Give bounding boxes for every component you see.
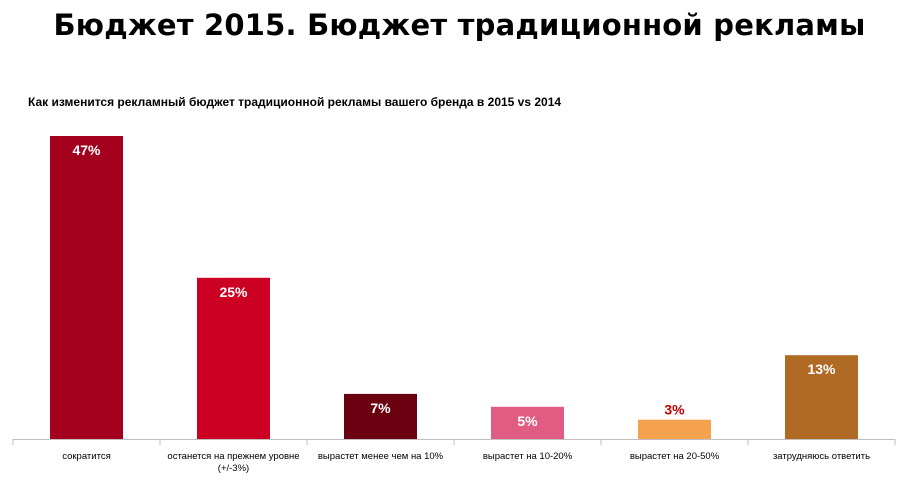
bar-4	[491, 406, 564, 439]
bar-6	[785, 355, 858, 439]
bar-value-label-1: 47%	[72, 142, 101, 158]
bar-5	[638, 419, 711, 439]
category-label-6: затрудняюсь ответить	[773, 451, 870, 462]
page-title: Бюджет 2015. Бюджет традиционной рекламы	[53, 8, 866, 42]
chart-title: Как изменится рекламный бюджет традицион…	[28, 95, 562, 109]
bar-value-label-5: 3%	[664, 402, 685, 418]
category-label-5: вырастет на 20-50%	[630, 451, 720, 462]
bar-value-label-6: 13%	[807, 361, 836, 377]
category-label-1: сократится	[62, 451, 110, 462]
category-label-3: вырастет менее чем на 10%	[318, 451, 444, 462]
bar-1	[50, 136, 123, 439]
bar-2	[197, 277, 270, 439]
category-label-2: останется на прежнем уровне (+/-3%)	[167, 451, 299, 474]
bar-value-label-2: 25%	[219, 284, 248, 300]
category-label-4: вырастет на 10-20%	[483, 451, 573, 462]
bar-value-label-4: 5%	[517, 413, 538, 429]
bar-value-label-3: 7%	[370, 400, 391, 416]
bar-3	[344, 393, 417, 439]
